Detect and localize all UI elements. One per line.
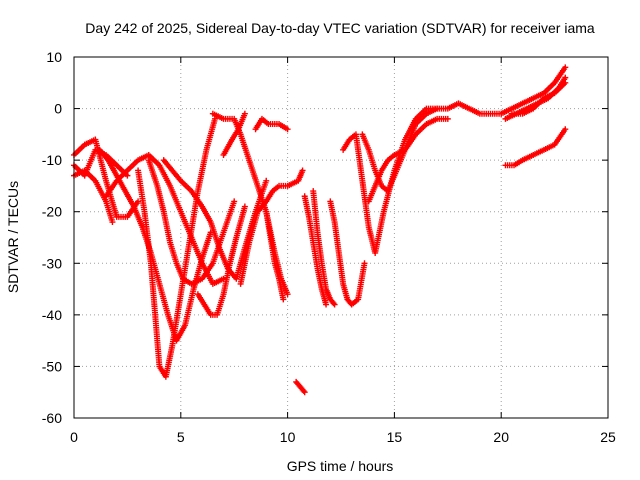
- x-tick-label: 15: [387, 429, 403, 445]
- x-tick-label: 0: [70, 429, 78, 445]
- series-track-f: [145, 157, 238, 287]
- series-track-k: [237, 167, 306, 287]
- series-track-u: [365, 115, 451, 205]
- series-track-r: [327, 198, 368, 308]
- y-tick-label: -20: [42, 204, 62, 220]
- data-point: [241, 203, 248, 210]
- series-track-l: [220, 110, 248, 158]
- series-track-a: [71, 136, 142, 220]
- y-tick-label: -10: [42, 152, 62, 168]
- data-point: [330, 300, 337, 307]
- data-point: [284, 291, 291, 298]
- x-tick-label: 5: [177, 429, 185, 445]
- series-track-e: [103, 151, 227, 287]
- data-point: [300, 387, 307, 394]
- series-track-o: [293, 378, 308, 396]
- data-point: [562, 74, 569, 81]
- data-point: [109, 219, 116, 226]
- data-point: [562, 79, 569, 86]
- y-tick-labels: 10 0 -10 -20 -30 -40 -50 -60: [42, 49, 62, 426]
- y-tick-label: -50: [42, 358, 62, 374]
- series-track-y: [502, 126, 569, 169]
- y-tick-label: -40: [42, 307, 62, 323]
- series-track-t: [359, 100, 505, 195]
- x-tick-label: 10: [280, 429, 296, 445]
- data-point: [280, 296, 287, 303]
- y-axis-label: SDTVAR / TECUs: [5, 181, 21, 293]
- data-point: [562, 64, 569, 71]
- x-tick-label: 20: [493, 429, 509, 445]
- data-point: [562, 126, 569, 133]
- y-tick-label: -60: [42, 410, 62, 426]
- plot-frame: [73, 56, 609, 419]
- data-marks: [71, 64, 569, 396]
- data-point: [231, 198, 238, 205]
- series-track-n: [263, 208, 287, 303]
- series-track-c: [71, 146, 131, 179]
- series-track-g: [135, 115, 218, 380]
- y-tick-label: 0: [54, 101, 62, 117]
- series-track-m: [252, 115, 291, 133]
- series-track-q: [310, 188, 338, 308]
- data-point: [124, 172, 131, 179]
- x-axis-label: GPS time / hours: [287, 458, 394, 474]
- chart-title: Day 242 of 2025, Sidereal Day-to-day VTE…: [85, 20, 595, 36]
- data-point: [241, 110, 248, 117]
- data-point: [220, 275, 227, 282]
- data-point: [444, 115, 451, 122]
- data-point: [331, 301, 338, 308]
- axis-ticks: [73, 56, 609, 419]
- data-point: [299, 167, 306, 174]
- data-point: [323, 301, 330, 308]
- data-point: [301, 389, 308, 396]
- series-track-p: [301, 193, 330, 308]
- data-point: [284, 126, 291, 133]
- series-track-i: [194, 203, 248, 318]
- y-tick-label: 10: [46, 49, 62, 65]
- data-point: [263, 177, 270, 184]
- y-tick-label: -30: [42, 255, 62, 271]
- data-point: [361, 260, 368, 267]
- series-track-x: [508, 79, 569, 117]
- x-tick-labels: 0 5 10 15 20 25: [70, 429, 616, 445]
- series-track-v: [498, 64, 569, 117]
- series-track-s: [340, 105, 441, 256]
- x-tick-label: 25: [600, 429, 616, 445]
